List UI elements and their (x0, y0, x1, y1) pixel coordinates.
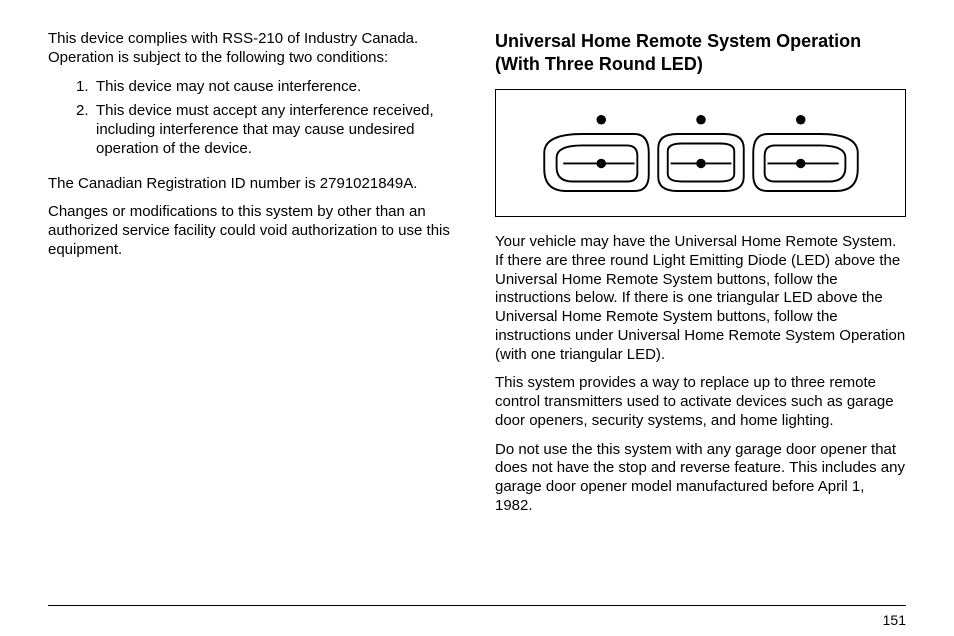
left-column: This device complies with RSS-210 of Ind… (48, 30, 459, 590)
intro-paragraph: Your vehicle may have the Universal Home… (495, 233, 906, 364)
list-number: 2. (76, 102, 96, 158)
provides-paragraph: This system provides a way to replace up… (495, 374, 906, 430)
compliance-intro: This device complies with RSS-210 of Ind… (48, 30, 459, 68)
changes-note: Changes or modifications to this system … (48, 203, 459, 259)
page-columns: This device complies with RSS-210 of Ind… (48, 30, 906, 590)
list-text: This device must accept any interference… (96, 102, 459, 158)
remote-diagram (495, 89, 906, 217)
section-heading: Universal Home Remote System Operation (… (495, 30, 906, 75)
list-text: This device may not cause interference. (96, 78, 459, 97)
page-number: 151 (883, 612, 906, 628)
list-item: 2. This device must accept any interfere… (76, 102, 459, 158)
list-item: 1. This device may not cause interferenc… (76, 78, 459, 97)
footer-rule (48, 605, 906, 606)
conditions-list: 1. This device may not cause interferenc… (76, 78, 459, 165)
remote-buttons-svg (511, 98, 891, 208)
list-number: 1. (76, 78, 96, 97)
registration-id: The Canadian Registration ID number is 2… (48, 175, 459, 194)
right-column: Universal Home Remote System Operation (… (495, 30, 906, 590)
warning-paragraph: Do not use the this system with any gara… (495, 441, 906, 516)
